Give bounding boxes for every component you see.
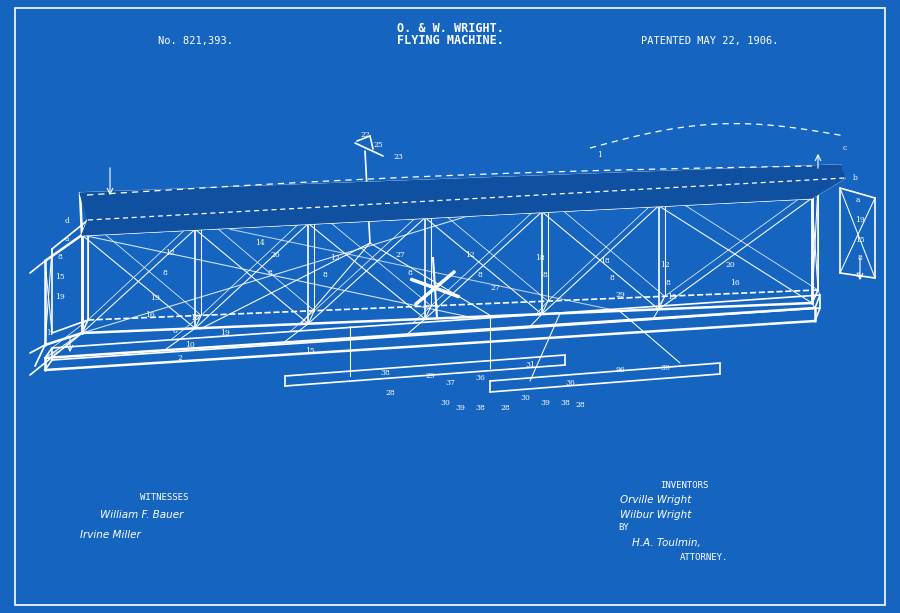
Text: 8: 8 — [58, 253, 62, 261]
Text: INVENTORS: INVENTORS — [660, 481, 708, 490]
Text: b: b — [852, 174, 858, 182]
Text: 15: 15 — [55, 273, 65, 281]
Text: 28: 28 — [575, 401, 585, 409]
Text: 8: 8 — [163, 269, 167, 277]
Text: 37: 37 — [446, 379, 454, 387]
Text: No. 821,393.: No. 821,393. — [158, 36, 232, 46]
Text: Orville Wright: Orville Wright — [620, 495, 691, 505]
Text: WITNESSES: WITNESSES — [140, 493, 188, 503]
Text: FLYING MACHINE.: FLYING MACHINE. — [397, 34, 503, 47]
Text: 12: 12 — [465, 251, 475, 259]
Text: 8: 8 — [478, 271, 482, 279]
Text: 36: 36 — [475, 374, 485, 382]
Text: a: a — [65, 235, 69, 243]
Text: 8: 8 — [543, 271, 547, 279]
Text: 96: 96 — [615, 366, 625, 374]
Text: 26: 26 — [270, 251, 280, 259]
Text: 16: 16 — [730, 279, 740, 287]
Text: O. & W. WRIGHT.: O. & W. WRIGHT. — [397, 21, 503, 34]
Polygon shape — [88, 185, 818, 320]
Text: 38: 38 — [560, 399, 570, 407]
Text: c: c — [843, 144, 847, 152]
Text: 8: 8 — [267, 269, 273, 277]
Text: 16: 16 — [190, 314, 200, 322]
Text: 2: 2 — [177, 354, 183, 362]
Text: 27: 27 — [395, 251, 405, 259]
Text: 1: 1 — [598, 151, 602, 159]
Text: 38: 38 — [475, 404, 485, 412]
Text: Irvine Miller: Irvine Miller — [80, 530, 140, 540]
Text: 25: 25 — [374, 141, 382, 149]
Text: 8: 8 — [173, 327, 177, 335]
Text: 3: 3 — [856, 271, 860, 279]
Text: 15: 15 — [855, 236, 865, 244]
Text: 10: 10 — [185, 341, 195, 349]
Text: H.A. Toulmin,: H.A. Toulmin, — [632, 538, 701, 548]
Text: 22: 22 — [360, 131, 370, 139]
Text: 30: 30 — [440, 399, 450, 407]
Text: 16: 16 — [145, 311, 155, 319]
Text: 12: 12 — [660, 261, 670, 269]
Text: PATENTED MAY 22, 1906.: PATENTED MAY 22, 1906. — [641, 36, 778, 46]
Text: 23: 23 — [393, 153, 403, 161]
Text: 18: 18 — [536, 254, 544, 262]
Text: 15: 15 — [305, 347, 315, 355]
Text: 18: 18 — [600, 257, 610, 265]
Text: 31: 31 — [525, 361, 535, 369]
Text: 8: 8 — [666, 279, 670, 287]
Text: 28: 28 — [500, 404, 510, 412]
Text: 8: 8 — [858, 254, 862, 262]
Text: 12: 12 — [330, 254, 340, 262]
Text: 8: 8 — [408, 269, 412, 277]
Text: 27: 27 — [491, 284, 500, 292]
Text: a: a — [856, 196, 860, 204]
Text: 20: 20 — [725, 261, 735, 269]
Text: 29: 29 — [615, 291, 625, 299]
Text: 19: 19 — [855, 216, 865, 224]
Text: BY: BY — [618, 524, 629, 533]
Text: 19: 19 — [220, 329, 230, 337]
Text: 15: 15 — [667, 293, 677, 301]
Text: 28: 28 — [385, 389, 395, 397]
Text: William F. Bauer: William F. Bauer — [100, 510, 184, 520]
Text: 29: 29 — [425, 372, 435, 380]
Polygon shape — [80, 165, 845, 235]
Text: 8: 8 — [609, 274, 615, 282]
Text: 8: 8 — [322, 271, 328, 279]
Text: 39: 39 — [455, 404, 465, 412]
Text: d: d — [65, 217, 69, 225]
Text: 39: 39 — [540, 399, 550, 407]
Text: 12: 12 — [165, 249, 175, 257]
Text: 36: 36 — [565, 379, 575, 387]
Text: 38: 38 — [380, 369, 390, 377]
Text: ATTORNEY.: ATTORNEY. — [680, 554, 728, 563]
Text: h: h — [48, 329, 52, 337]
Text: 30: 30 — [520, 394, 530, 402]
Text: 30: 30 — [660, 364, 670, 372]
Text: 19: 19 — [150, 294, 160, 302]
Text: 19: 19 — [55, 293, 65, 301]
Text: 14: 14 — [255, 239, 265, 247]
Text: Wilbur Wright: Wilbur Wright — [620, 510, 691, 520]
Text: e: e — [53, 349, 58, 357]
